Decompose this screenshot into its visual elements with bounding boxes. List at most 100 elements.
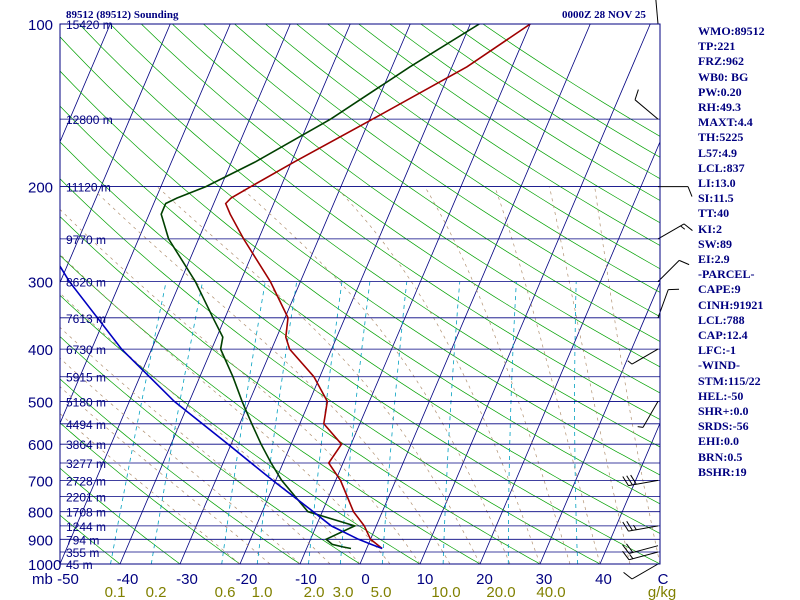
temperature-tick-label: 0 (361, 571, 369, 588)
wind-barb (657, 223, 693, 240)
pressure-tick-label: 600 (28, 437, 53, 454)
height-label: 3277 m (66, 457, 106, 471)
mixing-ratio-label: 40.0 (536, 584, 565, 600)
moist-adiabat-line (549, 186, 631, 564)
isotherm-line (119, 24, 351, 564)
mixing-ratio-label: 3.0 (333, 584, 354, 600)
index-line: EI:2.9 (698, 252, 730, 267)
temperature-tick-label: 10 (417, 571, 434, 588)
moist-adiabat-line (156, 186, 481, 564)
wind-barb-flag (626, 543, 634, 553)
index-line: CAPE:9 (698, 282, 741, 297)
height-label: 12800 m (66, 113, 113, 127)
index-line: SI:11.5 (698, 191, 734, 206)
dry-adiabat-line (60, 216, 541, 564)
wind-barb (622, 543, 659, 554)
wind-barbs (622, 0, 693, 580)
pressure-tick-label: 100 (28, 17, 53, 34)
index-line: WMO:89512 (698, 24, 765, 38)
temperature-tick-label: -40 (117, 571, 139, 588)
mixing-ratio-line (256, 281, 298, 564)
isotherm-line (60, 24, 111, 143)
isobar-grid (60, 24, 660, 564)
mixing-ratio-label: 2.0 (304, 584, 325, 600)
height-label: 3864 m (66, 438, 106, 452)
dry-adiabat-line (60, 36, 660, 476)
wind-barb-half (629, 554, 634, 560)
mixing-ratio-line (381, 281, 408, 564)
wind-barb-staff (628, 545, 659, 554)
dry-adiabat-line (60, 514, 121, 564)
height-label: 794 m (66, 533, 99, 547)
mixing-ratio-label: 10.0 (431, 584, 460, 600)
wind-barb (623, 563, 659, 580)
dry-adiabat-line (141, 24, 660, 394)
mixing-ratio-line (574, 281, 579, 564)
isotherm-line (60, 24, 291, 564)
index-line: BRN:0.5 (698, 449, 743, 464)
index-line: HEL:-50 (698, 388, 744, 403)
wind-barb-half (633, 524, 637, 530)
index-line: SW:89 (698, 236, 733, 251)
moist-adiabat-line (60, 357, 301, 564)
isotherm-line (60, 24, 231, 425)
index-line: TP:221 (698, 39, 736, 54)
wind-barb (657, 259, 690, 282)
wind-barb (627, 348, 659, 365)
index-line: MAXT:4.4 (698, 115, 753, 130)
temperature-profile (224, 24, 531, 550)
isotherm-line (479, 140, 660, 564)
mixing-ratio-line (150, 281, 203, 564)
temperature-tick-label: -50 (57, 571, 79, 588)
height-label: 7613 m (66, 312, 106, 326)
wind-barb-half (627, 360, 633, 365)
temperature-tick-label: 30 (536, 571, 553, 588)
index-line: FRZ:962 (698, 54, 744, 69)
pressure-tick-label: 1000 (28, 557, 61, 574)
temperature-tick-label: 40 (595, 571, 612, 588)
moist-adiabat-line (90, 186, 451, 564)
mixing-ratio-label: 5.0 (371, 584, 392, 600)
isotherm-line (299, 24, 531, 564)
wind-barb-flag (622, 544, 630, 554)
mixing-ratio-line (110, 281, 167, 564)
height-label: 355 m (66, 546, 99, 560)
dry-adiabat-line (60, 254, 481, 564)
pressure-tick-label: 900 (28, 532, 53, 549)
index-line: BSHR:19 (698, 464, 747, 479)
dry-adiabat-line (60, 105, 660, 534)
index-line: SHR+:0.0 (698, 404, 749, 419)
height-label: 2728 m (66, 474, 106, 488)
wind-barb-flag (622, 550, 630, 561)
height-label: 8620 m (66, 276, 106, 290)
dry-adiabat-line (60, 294, 421, 564)
sounding-time: 0000Z 28 NOV 25 (562, 9, 646, 21)
dry-adiabat-line (109, 24, 660, 420)
mixing-ratio-grid (110, 281, 579, 564)
wind-barb (622, 474, 659, 487)
wind-barb-flag (626, 475, 633, 486)
index-line: LI:13.0 (698, 176, 736, 191)
index-line: RH:49.3 (698, 100, 741, 115)
height-label: 1244 m (66, 520, 106, 534)
indices-panel: WMO:89512 TP:221 FRZ:962 WB0: BG PW:0.20 RH:4… (698, 24, 798, 480)
sounding-title: 89512 (89512) Sounding (66, 9, 179, 21)
mixing-ratio-label: g/kg (648, 584, 676, 600)
wind-barb-flag (622, 476, 629, 486)
index-line: WB0: BG (698, 69, 749, 84)
isotherm-line (599, 422, 660, 564)
wind-barb-flag (630, 474, 637, 485)
index-line: LCL:788 (698, 312, 745, 327)
height-label: 11120 m (66, 181, 111, 195)
dry-adiabat-line (60, 70, 660, 505)
wind-barb-flag (626, 520, 633, 531)
wind-barb-staff (657, 223, 685, 240)
dry-adiabat-line (60, 178, 601, 564)
temperature-tick-label: -20 (236, 571, 258, 588)
height-label: 5915 m (66, 371, 106, 385)
dewpoint-profile (160, 24, 480, 550)
index-line: PW:0.20 (698, 84, 742, 99)
moist-adiabat-line (494, 186, 601, 564)
wind-barb (657, 288, 680, 318)
